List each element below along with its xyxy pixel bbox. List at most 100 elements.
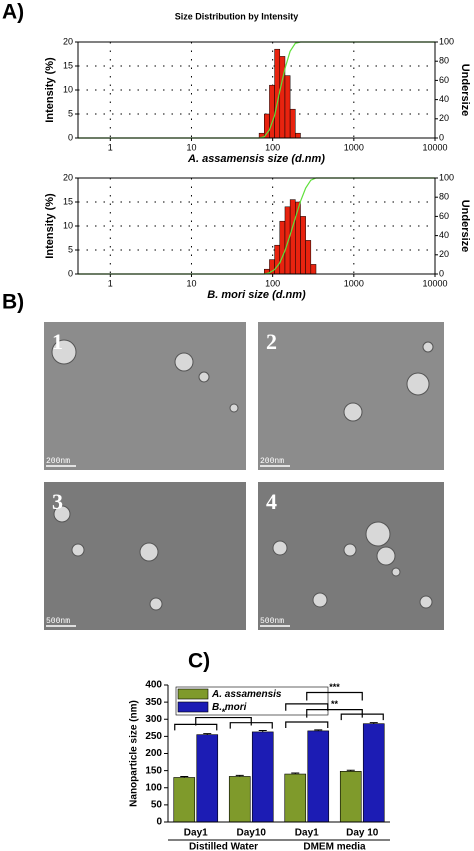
- particle: [343, 402, 363, 422]
- bar: [264, 113, 270, 139]
- bar: [284, 206, 291, 275]
- y-tick-label: 400: [145, 680, 162, 691]
- panel-label: B): [2, 291, 24, 314]
- y-tick-label: 200: [145, 748, 162, 759]
- bar: [295, 201, 301, 275]
- sig-label: ***: [329, 682, 340, 692]
- panel-label: A): [2, 1, 24, 24]
- x-axis-label: B. mori size (d.nm): [207, 289, 306, 301]
- x-axis-label: A. assamensis size (d.nm): [187, 153, 325, 165]
- y-tick-label: 10: [63, 84, 73, 94]
- y-tick-label: 5: [68, 244, 73, 254]
- tem-label: 3: [52, 489, 63, 514]
- y2-tick-label: 60: [439, 211, 449, 221]
- x-tick-label: 10: [186, 278, 196, 288]
- bar: [284, 75, 291, 139]
- bar: [196, 734, 219, 823]
- bar: [279, 56, 286, 139]
- sig-bracket: [306, 709, 363, 718]
- y-tick-label: 0: [68, 132, 73, 142]
- error-bar: [314, 729, 323, 731]
- scale-label: 200nm: [260, 457, 284, 466]
- tem-image: 4 500nm: [258, 482, 444, 630]
- bar: [289, 108, 296, 139]
- x-tick-label: Day10: [237, 828, 267, 839]
- y2-tick-label: 20: [439, 249, 449, 259]
- particle: [312, 592, 328, 608]
- x-tick-label: 1: [108, 278, 113, 288]
- y-tick-label: 15: [63, 60, 73, 70]
- y-tick-label: 300: [145, 714, 162, 725]
- legend-label: A. assamensis: [211, 689, 282, 700]
- legend-label: B. mori: [212, 702, 247, 713]
- y-tick-label: 350: [145, 697, 162, 708]
- y-tick-label: 50: [151, 800, 163, 811]
- x-tick-label: Day 10: [346, 828, 379, 839]
- y2-tick-label: 80: [439, 192, 449, 202]
- bar: [284, 773, 307, 823]
- particle: [343, 543, 357, 557]
- particle: [149, 597, 163, 611]
- y-axis-label: Intensity (%): [44, 57, 56, 123]
- y-tick-label: 250: [145, 731, 162, 742]
- sig-bracket: [195, 716, 252, 726]
- y2-tick-label: 40: [439, 94, 449, 104]
- particle: [71, 543, 85, 557]
- bar: [295, 132, 301, 139]
- legend-swatch: [177, 688, 209, 700]
- sig-cap: [285, 721, 329, 728]
- scale-label: 500nm: [260, 617, 284, 626]
- bar: [305, 240, 312, 275]
- bar: [289, 199, 296, 275]
- group-label: Distilled Water: [189, 842, 258, 851]
- sig-label: *: [222, 707, 226, 717]
- undersize-curve: [78, 177, 435, 275]
- panel-label: C): [188, 650, 210, 673]
- y-tick-label: 10: [63, 220, 73, 230]
- particle: [365, 521, 391, 547]
- particle: [376, 546, 396, 566]
- y2-tick-label: 40: [439, 230, 449, 240]
- legend-swatch: [177, 701, 209, 713]
- y2-axis-label: Undersize: [459, 200, 471, 253]
- particle: [406, 372, 430, 396]
- bar: [362, 723, 385, 823]
- bar: [274, 244, 281, 275]
- particle: [419, 595, 433, 609]
- x-tick-label: Day1: [295, 828, 319, 839]
- particle: [229, 403, 239, 413]
- scale-label: 200nm: [46, 457, 70, 466]
- bar: [307, 730, 330, 823]
- particle: [198, 371, 210, 383]
- y2-tick-label: 100: [439, 172, 454, 182]
- x-tick-label: 10000: [422, 278, 447, 288]
- x-tick-label: 1: [108, 142, 113, 152]
- error-bar: [291, 772, 300, 775]
- x-tick-label: 100: [265, 278, 280, 288]
- x-tick-label: Day1: [184, 828, 208, 839]
- bar: [269, 84, 275, 139]
- particle: [422, 341, 434, 353]
- particle: [139, 542, 159, 562]
- error-bar: [203, 733, 212, 735]
- particle: [174, 352, 194, 372]
- particle: [51, 339, 77, 365]
- y-tick-label: 15: [63, 196, 73, 206]
- bar: [251, 731, 274, 823]
- x-tick-label: 100: [265, 142, 280, 152]
- tem-label: 2: [266, 329, 277, 354]
- tem-image: 1 200nm: [44, 322, 246, 470]
- error-bar: [180, 775, 189, 778]
- bar: [339, 771, 362, 823]
- tem-background: [258, 322, 444, 470]
- error-bar: [346, 769, 355, 772]
- bar: [228, 776, 251, 823]
- y-tick-label: 20: [63, 172, 73, 182]
- y-tick-label: 5: [68, 108, 73, 118]
- bar: [300, 216, 306, 275]
- tem-background: [44, 322, 246, 470]
- sig-bracket: [306, 691, 363, 701]
- error-bar: [369, 722, 378, 724]
- y-tick-label: 150: [145, 765, 162, 776]
